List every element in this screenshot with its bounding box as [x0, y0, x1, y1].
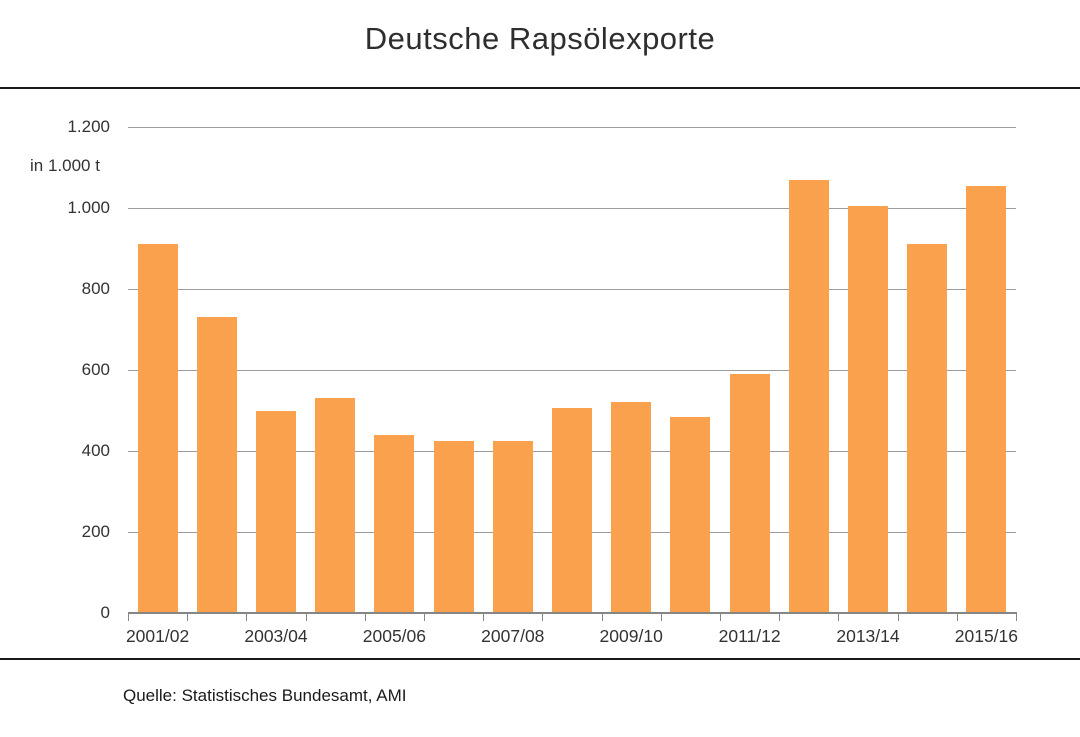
bar-2002-03 [196, 317, 237, 613]
y-tick-label-600: 600 [81, 360, 110, 379]
x-axis-tick [601, 614, 603, 621]
bar-2010-11 [670, 416, 711, 613]
x-axis-tick [838, 614, 840, 621]
x-tick-label-2013-14: 2013/14 [836, 626, 900, 646]
x-axis-tick [187, 614, 189, 621]
top-divider-line [0, 87, 1080, 89]
x-axis-tick [128, 614, 129, 621]
y-tick-label-1200: 1.200 [67, 117, 110, 136]
x-tick-label-2015-16: 2015/16 [954, 626, 1019, 646]
x-tick-label-2009-10: 2009/10 [599, 626, 663, 646]
y-tick-label-200: 200 [81, 522, 110, 541]
x-axis-tick [779, 614, 781, 621]
bar-2011-12 [729, 374, 770, 613]
bar-2008-09 [552, 408, 592, 613]
y-tick-label-400: 400 [81, 441, 110, 460]
x-axis-tick [1016, 614, 1017, 621]
x-tick-label-2011-12: 2011/12 [718, 626, 781, 646]
bar-2012-13 [788, 179, 829, 613]
x-tick-label-2005-06: 2005/06 [362, 626, 427, 646]
x-axis-tick [542, 614, 544, 621]
x-tick-label-2003-04: 2003/04 [244, 626, 308, 646]
y-tick-label-1000: 1.000 [67, 198, 110, 217]
x-axis-tick [660, 614, 662, 621]
x-axis-tick [246, 614, 248, 621]
bar-2015-16 [966, 185, 1007, 613]
x-axis-line [128, 612, 1017, 614]
x-tick-label-2007-08: 2007/08 [481, 626, 545, 646]
x-axis-tick [305, 614, 307, 621]
bar-2004-05 [315, 398, 356, 613]
x-axis-tick [424, 614, 425, 621]
bar-2009-10 [611, 402, 652, 613]
source-note: Quelle: Statistisches Bundesamt, AMI [123, 686, 407, 705]
bar-2003-04 [256, 410, 296, 613]
x-axis-tick [483, 614, 485, 621]
x-axis-tick [956, 614, 958, 621]
bar-2001-02 [137, 244, 178, 613]
gridline-1200 [128, 126, 1016, 128]
bar-2006-07 [433, 440, 474, 613]
y-tick-label-0: 0 [100, 603, 110, 622]
bar-2007-08 [492, 440, 533, 613]
x-axis-tick [364, 614, 366, 621]
x-tick-label-2001-02: 2001/02 [125, 626, 190, 646]
chart-title: Deutsche Rapsölexporte [364, 21, 716, 56]
y-axis-unit-label: in 1.000 t [30, 156, 100, 175]
y-tick-label-800: 800 [81, 279, 110, 298]
bar-2013-14 [848, 205, 888, 613]
bar-2014-15 [907, 244, 948, 613]
bar-2005-06 [374, 434, 415, 613]
gridline-800 [128, 288, 1016, 290]
x-axis-tick [897, 614, 899, 621]
gridline-1000 [128, 207, 1016, 209]
x-axis-tick [720, 614, 721, 621]
gridline-600 [128, 369, 1016, 371]
bottom-divider-line [0, 658, 1080, 660]
